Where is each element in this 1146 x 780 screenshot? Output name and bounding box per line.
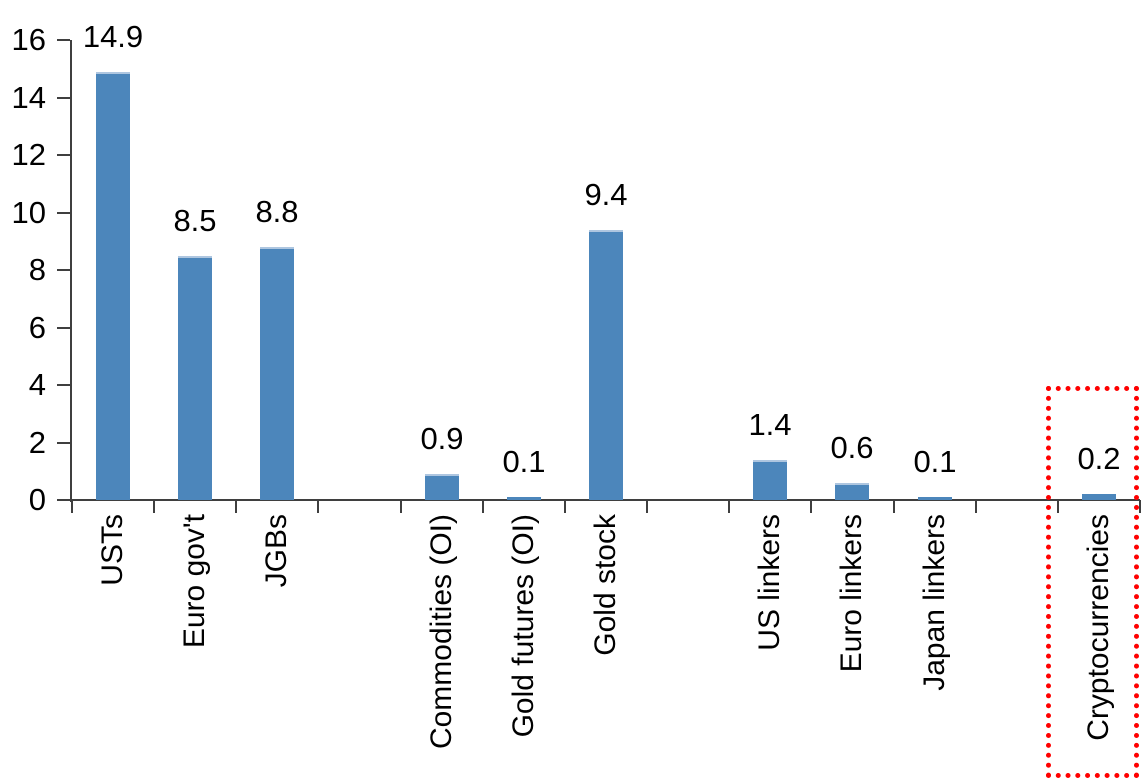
x-tick <box>892 500 895 513</box>
y-tick-label: 6 <box>28 309 46 345</box>
bar-euro-gov-t <box>178 256 212 500</box>
y-tick <box>57 384 70 386</box>
bar-value-label: 8.5 <box>173 203 217 238</box>
category-label: Gold stock <box>589 514 622 656</box>
y-tick <box>57 39 70 41</box>
x-tick <box>153 500 156 513</box>
bar-value-label: 8.8 <box>255 194 299 229</box>
y-tick <box>57 211 70 214</box>
y-tick <box>57 96 70 99</box>
bar-value-label: 14.9 <box>82 19 144 54</box>
category-label: Commodities (OI) <box>425 514 458 750</box>
bar-commodities-oi- <box>425 474 459 500</box>
x-tick <box>235 500 238 513</box>
category-label: Euro linkers <box>835 514 868 673</box>
bar-value-label: 0.1 <box>502 444 546 479</box>
x-tick <box>1056 500 1059 513</box>
category-label: Euro gov't <box>178 514 211 649</box>
highlight-box <box>1046 386 1139 778</box>
y-tick-label: 10 <box>11 194 46 230</box>
y-tick-label: 4 <box>28 367 46 402</box>
bar-gold-futures-oi- <box>507 497 541 500</box>
bar-value-label: 0.2 <box>1077 441 1121 476</box>
category-label: Japan linkers <box>918 514 951 691</box>
x-axis-line <box>72 499 1140 501</box>
bar-usts <box>96 72 130 500</box>
y-axis-line <box>70 40 72 502</box>
x-tick <box>563 500 566 513</box>
bar-jgbs <box>260 247 294 500</box>
y-tick-label: 14 <box>11 79 46 115</box>
x-tick <box>317 500 320 513</box>
bar-cryptocurrencies <box>1082 494 1116 500</box>
x-tick <box>71 500 73 513</box>
bar-value-label: 0.1 <box>913 444 957 479</box>
bar-euro-linkers <box>835 483 869 500</box>
bar-us-linkers <box>753 460 787 500</box>
y-tick <box>57 441 70 444</box>
y-tick <box>57 326 70 329</box>
bar-japan-linkers <box>918 497 952 500</box>
x-tick <box>810 500 813 513</box>
x-tick <box>1139 500 1141 513</box>
category-label: Gold futures (OI) <box>507 514 540 738</box>
y-tick-label: 16 <box>11 22 46 57</box>
x-tick <box>399 500 402 513</box>
category-label: USTs <box>96 514 129 586</box>
bar-value-label: 1.4 <box>748 407 792 442</box>
x-tick <box>481 500 484 513</box>
bar-value-label: 0.9 <box>420 421 464 456</box>
y-tick-label: 12 <box>11 137 46 172</box>
y-tick-label: 8 <box>28 252 46 287</box>
category-label: JGBs <box>260 514 293 588</box>
y-tick-label: 2 <box>28 424 46 460</box>
bar-gold-stock <box>589 230 623 500</box>
y-tick <box>57 154 70 156</box>
y-tick-label: 0 <box>28 482 46 517</box>
bar-value-label: 9.4 <box>584 177 628 212</box>
x-tick <box>646 500 649 513</box>
y-tick <box>57 499 70 501</box>
x-tick <box>974 500 977 513</box>
x-tick <box>728 500 731 513</box>
category-label: US linkers <box>753 514 786 651</box>
y-tick <box>57 269 70 271</box>
bar-value-label: 0.6 <box>830 430 874 465</box>
